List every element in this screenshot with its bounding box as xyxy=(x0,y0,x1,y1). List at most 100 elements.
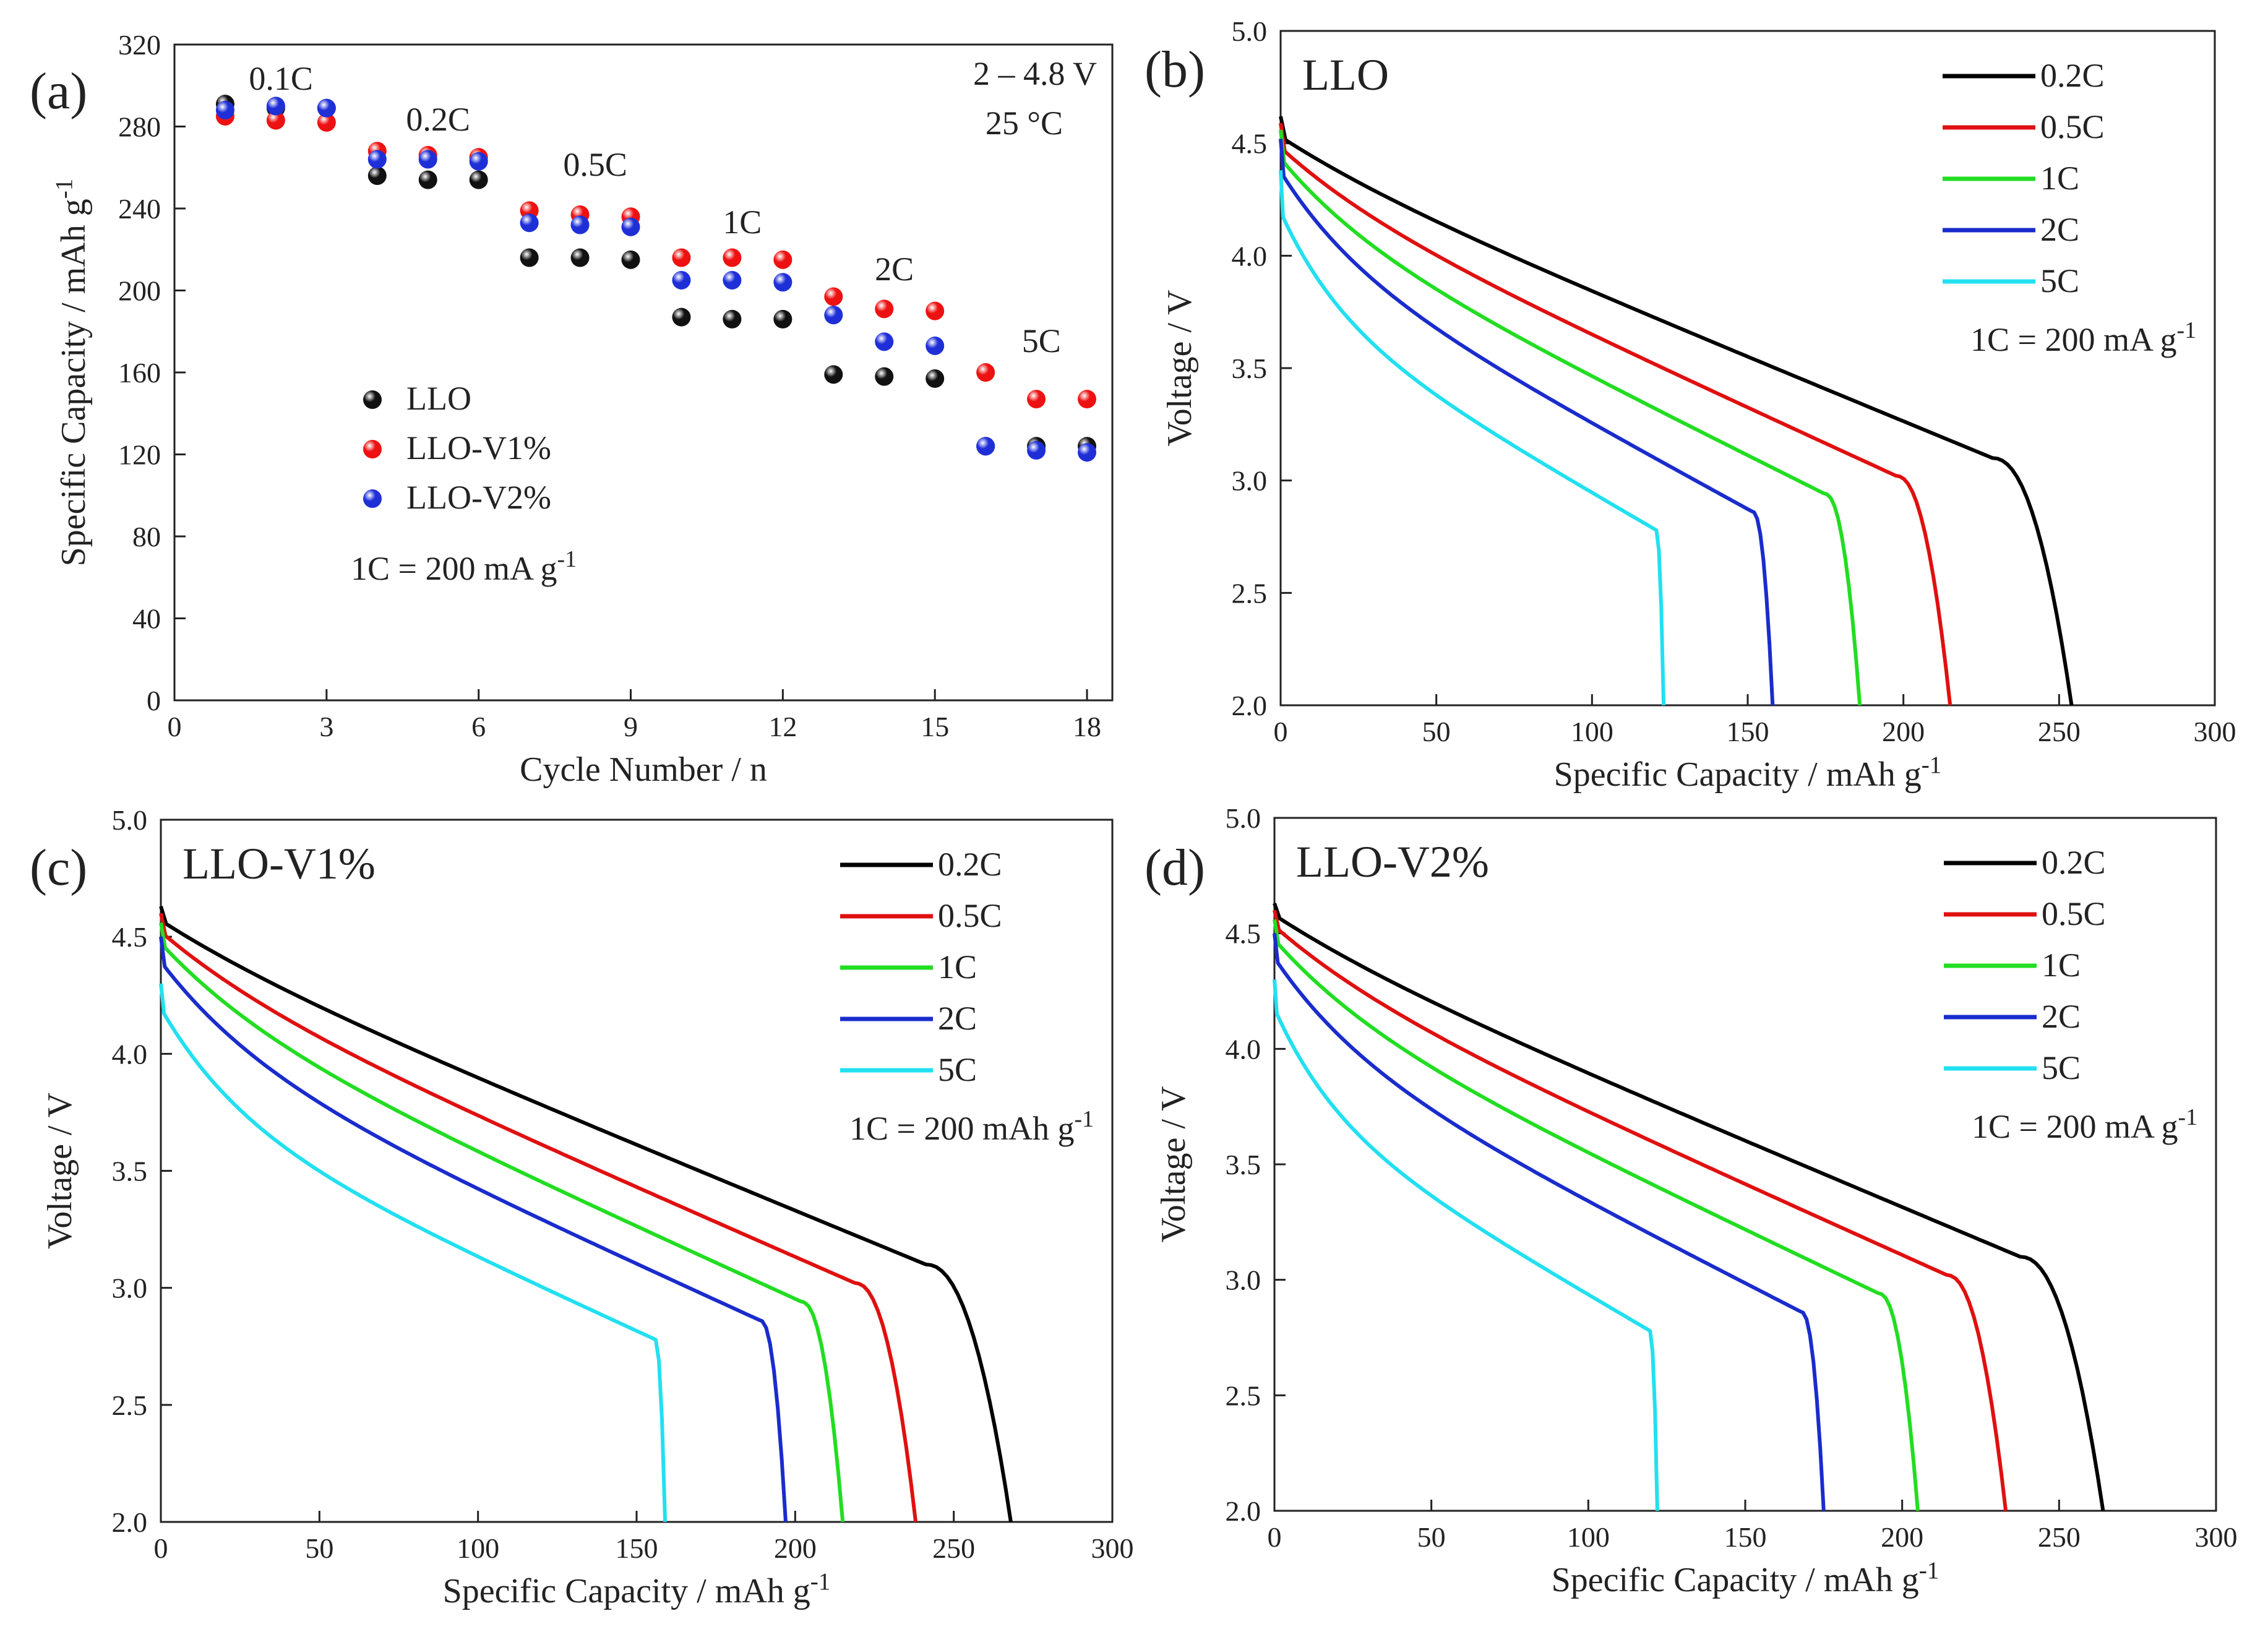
y-axis-label: Voltage / V xyxy=(1154,1086,1193,1242)
data-point-llo-v2 xyxy=(1078,443,1097,462)
x-tick-label: 250 xyxy=(2038,716,2081,747)
x-tick-label: 0 xyxy=(1274,716,1288,747)
x-tick-label: 250 xyxy=(932,1532,975,1564)
data-point-llo-v1 xyxy=(926,301,945,320)
y-tick-label: 320 xyxy=(118,29,161,61)
data-point-llo xyxy=(367,166,387,185)
data-point-llo-v1 xyxy=(317,113,336,132)
y-tick-label: 0 xyxy=(147,685,161,716)
y-tick-label: 5.0 xyxy=(112,804,148,836)
data-point-llo-v2 xyxy=(570,215,590,234)
curve-1c xyxy=(1273,919,1920,1511)
x-tick-label: 150 xyxy=(1724,1521,1767,1553)
curve-5c xyxy=(1279,170,1666,706)
data-point-llo-v1 xyxy=(773,250,793,269)
x-tick-label: 9 xyxy=(624,711,638,742)
data-point-llo-v1 xyxy=(1027,390,1046,409)
curve-0-2c xyxy=(1273,903,2105,1511)
y-tick-label: 5.0 xyxy=(1226,802,1261,834)
data-point-llo xyxy=(418,170,437,189)
x-tick-label: 50 xyxy=(305,1532,333,1564)
curve-2c xyxy=(1273,933,1826,1511)
legend-label: 2C xyxy=(2040,211,2079,248)
y-tick-label: 2.5 xyxy=(1226,1380,1261,1411)
curve-0-2c xyxy=(1279,116,2074,706)
curve-2c xyxy=(1279,139,1775,706)
y-tick-label: 2.0 xyxy=(1232,690,1268,721)
data-point-llo xyxy=(875,367,894,386)
legend-label: 0.2C xyxy=(2042,844,2106,881)
x-tick-label: 15 xyxy=(921,711,949,742)
voltage-range-annotation: 2 – 4.8 V xyxy=(973,55,1097,92)
curve-0-5c xyxy=(1273,909,2008,1511)
x-tick-label: 100 xyxy=(1567,1521,1610,1553)
curve-1c xyxy=(159,922,845,1523)
y-tick-label: 3.0 xyxy=(1226,1265,1261,1296)
data-point-llo-v2 xyxy=(976,437,995,456)
data-point-llo-v2 xyxy=(723,270,742,290)
y-tick-label: 3.5 xyxy=(1226,1149,1261,1180)
x-axis-label: Specific Capacity / mAh g-1 xyxy=(1554,752,1942,794)
y-tick-label: 80 xyxy=(132,521,161,552)
x-tick-label: 6 xyxy=(471,711,486,742)
x-tick-label: 0 xyxy=(154,1532,168,1564)
x-tick-label: 200 xyxy=(1882,716,1925,747)
data-point-llo xyxy=(469,170,488,189)
data-point-llo xyxy=(773,309,793,329)
data-point-llo-v1 xyxy=(976,363,995,382)
data-point-llo-v2 xyxy=(1027,440,1046,460)
rate-label: 0.1C xyxy=(249,60,313,97)
data-point-llo xyxy=(824,365,843,384)
data-point-llo xyxy=(723,309,742,329)
legend-marker-llo-v2 xyxy=(363,489,382,508)
panel-title: LLO-V1% xyxy=(183,839,376,888)
panel-title: LLO-V2% xyxy=(1296,837,1489,887)
legend-label: 1C xyxy=(938,948,977,986)
legend-label: LLO-V1% xyxy=(406,429,551,466)
panel-label: (a) xyxy=(30,62,87,120)
legend-label: 0.5C xyxy=(2040,108,2105,145)
data-point-llo-v1 xyxy=(875,299,894,319)
legend-label: 2C xyxy=(938,1000,977,1037)
data-point-llo-v2 xyxy=(469,152,488,171)
legend-label: 5C xyxy=(2042,1049,2081,1086)
legend-label: 1C xyxy=(2042,947,2081,984)
x-axis-label: Specific Capacity / mAh g-1 xyxy=(1552,1557,1939,1600)
curve-5c xyxy=(159,983,668,1523)
chart-panel-c: 0 50 100 150 200 250 300 2.0 2.5 3.0 3.5 4.0 4.5 5.0 S… xyxy=(30,804,1134,1610)
legend-label: 0.5C xyxy=(2042,895,2106,932)
chart-panel-a: 0 3 6 9 12 15 18 0 40 80 120 160 200 240 280 320 Cycle N… xyxy=(30,29,1114,789)
data-point-llo xyxy=(926,369,945,388)
y-tick-label: 160 xyxy=(118,357,161,389)
x-tick-label: 150 xyxy=(616,1532,658,1564)
rate-label: 5C xyxy=(1022,322,1061,359)
legend-label: 0.2C xyxy=(2040,57,2105,94)
rate-label: 2C xyxy=(875,251,914,288)
curve-0-5c xyxy=(1279,122,1952,706)
x-tick-label: 50 xyxy=(1422,716,1451,747)
data-point-llo-v2 xyxy=(621,217,640,236)
data-point-llo-v2 xyxy=(520,213,539,233)
panel-title: LLO xyxy=(1302,50,1389,100)
legend-label: 0.5C xyxy=(938,897,1002,934)
x-tick-label: 0 xyxy=(168,711,182,742)
x-axis-label: Specific Capacity / mAh g-1 xyxy=(443,1568,831,1611)
data-point-llo-v2 xyxy=(317,98,336,118)
data-point-llo-v1 xyxy=(824,287,843,306)
y-tick-label: 280 xyxy=(118,111,161,143)
x-tick-label: 12 xyxy=(768,711,797,742)
curve-0-5c xyxy=(159,913,918,1523)
data-point-llo xyxy=(520,248,539,267)
rate-label: 0.2C xyxy=(406,101,470,138)
panel-label: (b) xyxy=(1145,41,1205,98)
data-point-llo xyxy=(672,307,691,327)
chart-panel-b: 0 50 100 150 200 250 300 2.0 2.5 3.0 3.5 4.0 4.5 5.0 S… xyxy=(1145,15,2236,794)
temperature-annotation: 25 °C xyxy=(986,105,1063,142)
x-tick-label: 50 xyxy=(1417,1521,1446,1553)
data-point-llo-v2 xyxy=(418,150,437,169)
data-point-llo xyxy=(570,248,590,267)
x-tick-label: 100 xyxy=(1571,716,1613,747)
y-tick-label: 3.5 xyxy=(112,1156,148,1187)
x-tick-label: 200 xyxy=(774,1532,817,1564)
